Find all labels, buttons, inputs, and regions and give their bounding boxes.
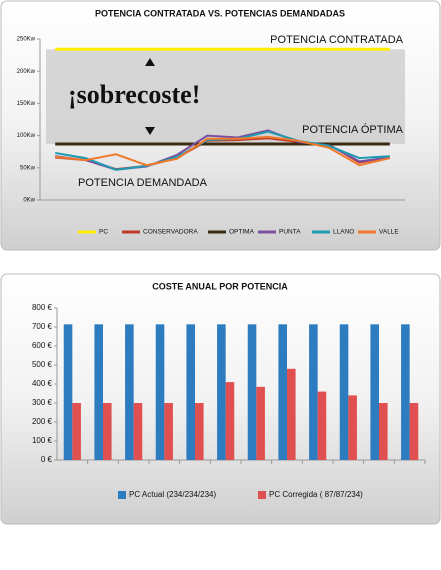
charts: POTENCIA CONTRATADA VS. POTENCIAS DEMAND… (17, 8, 426, 499)
legend-label: PC (99, 229, 108, 236)
bar (370, 324, 379, 460)
bar (401, 324, 410, 460)
chart-title: COSTE ANUAL POR POTENCIA (152, 281, 288, 291)
y-tick-label: 100Kw (17, 133, 36, 139)
bar (247, 324, 257, 460)
arrow-down (145, 127, 155, 135)
legend-label: PC Actual (234/234/234) (129, 490, 217, 499)
bar (217, 324, 226, 460)
bar (379, 403, 388, 460)
annotation: POTENCIA CONTRATADA (270, 34, 403, 46)
y-tick-label: 400 € (32, 379, 53, 388)
bar (256, 386, 265, 460)
legend-label: PC Corregida ( 87/87/234) (269, 490, 363, 499)
y-tick-label: 500 € (32, 360, 53, 369)
bar (309, 324, 318, 460)
y-tick-label: 100 € (32, 436, 53, 445)
chart-title: POTENCIA CONTRATADA VS. POTENCIAS DEMAND… (95, 8, 345, 18)
bar (186, 324, 195, 460)
bar (133, 403, 143, 460)
arrow-up (145, 58, 155, 66)
bar (155, 324, 165, 460)
y-tick-label: 200 € (32, 417, 53, 426)
bar (63, 324, 73, 460)
legend-label: CONSERVADORA (143, 229, 198, 236)
bar (72, 403, 81, 460)
legend-swatch (258, 491, 266, 499)
overcost-band (46, 49, 405, 144)
y-tick-label: 700 € (32, 322, 53, 331)
annotation: POTENCIA ÓPTIMA (302, 123, 404, 136)
series-line (55, 135, 391, 167)
bar (317, 391, 327, 460)
y-tick-label: 50Kw (20, 165, 36, 171)
y-tick-label: 200Kw (17, 69, 36, 75)
legend-label: PUNTA (279, 229, 301, 236)
y-tick-label: 0Kw (23, 198, 35, 204)
y-tick-label: 300 € (32, 398, 53, 407)
bar (287, 368, 296, 460)
annotation: POTENCIA DEMANDADA (78, 177, 208, 189)
bar (409, 403, 419, 460)
y-tick-label: 800 € (32, 303, 53, 312)
legend-label: LLANO (333, 229, 354, 236)
y-tick-label: 0 € (41, 455, 53, 464)
bar (164, 403, 173, 460)
y-tick-label: 600 € (32, 341, 53, 350)
annotation: ¡sobrecoste! (68, 80, 200, 109)
y-tick-label: 150Kw (17, 101, 36, 107)
bar (94, 324, 103, 460)
bar (278, 324, 287, 460)
legend-swatch (118, 491, 126, 499)
y-tick-label: 250Kw (17, 37, 36, 43)
bar (339, 324, 349, 460)
bar (348, 395, 357, 460)
legend-label: OPTIMA (229, 229, 255, 236)
bar (225, 382, 235, 460)
legend-label: VALLE (379, 229, 399, 236)
bar (125, 324, 134, 460)
bar (103, 403, 112, 460)
bar (195, 403, 204, 460)
